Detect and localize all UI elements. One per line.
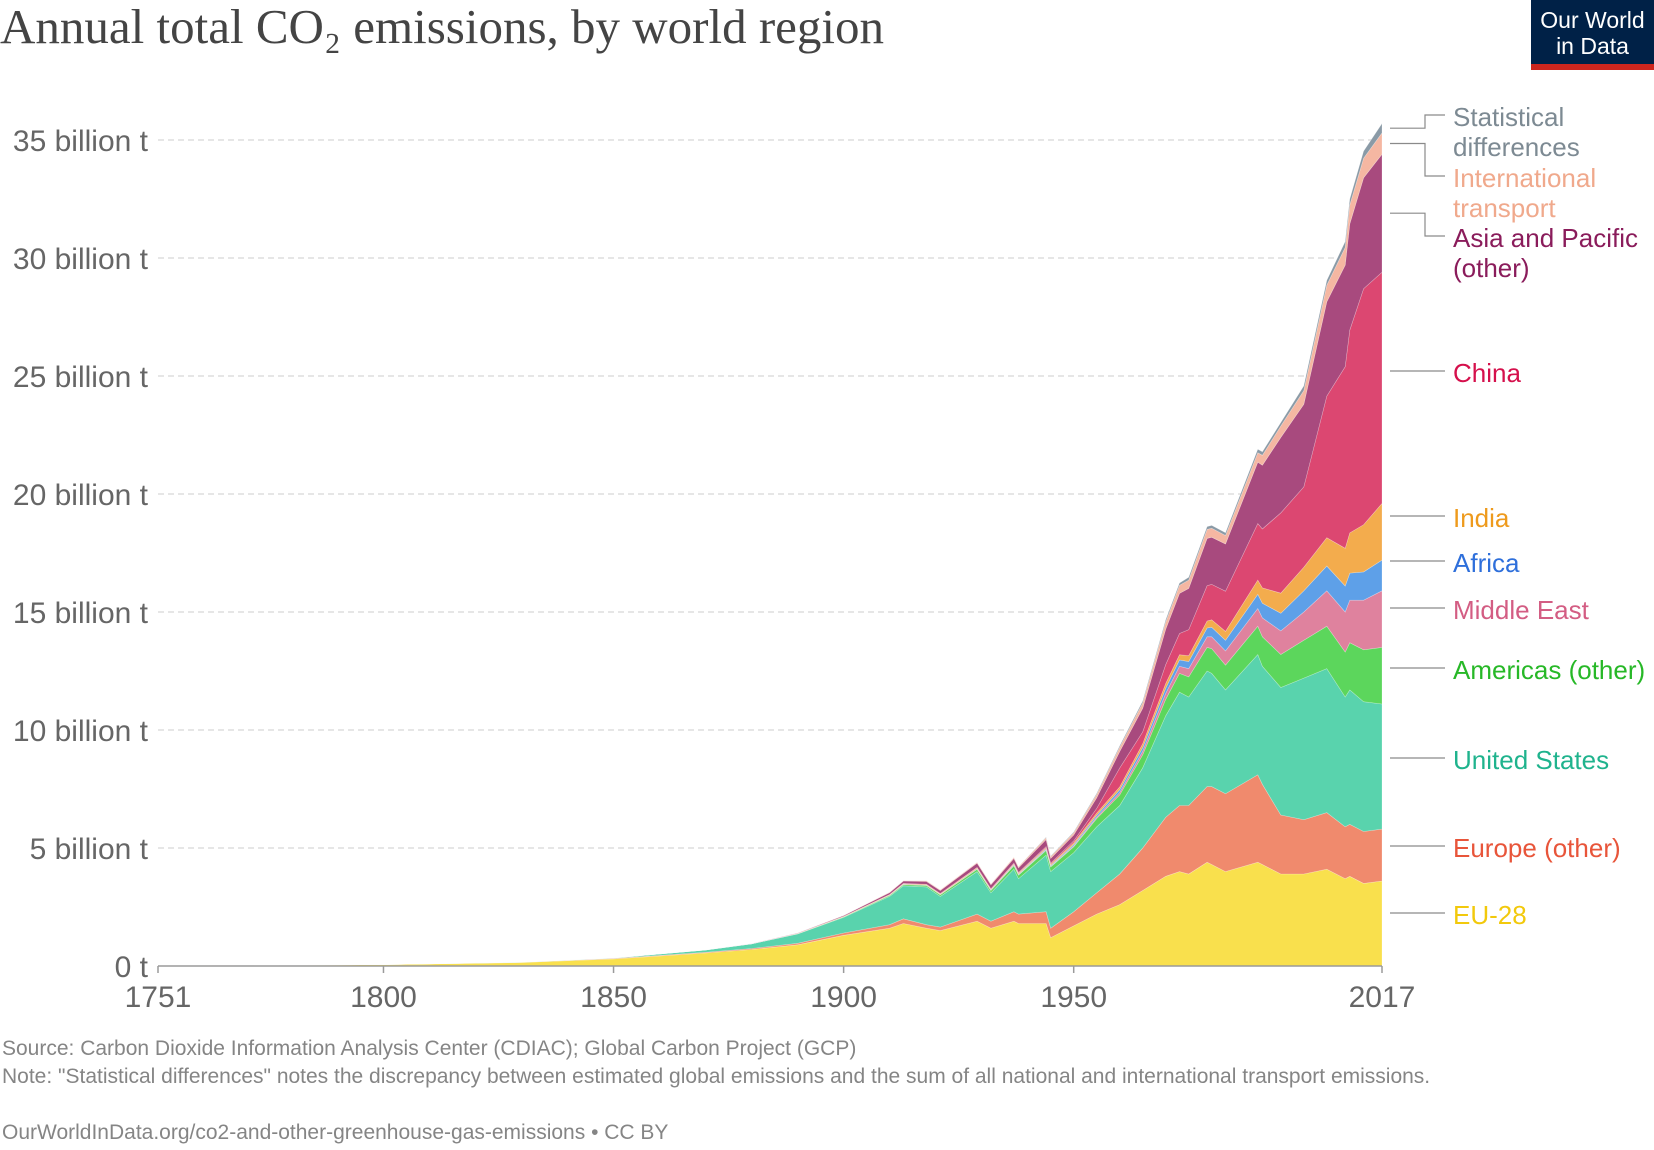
area-statistical-differences — [157, 122, 1383, 967]
series-label: United States — [1453, 745, 1609, 775]
series-label: International — [1453, 163, 1596, 193]
series-label: Europe (other) — [1453, 833, 1621, 863]
x-tick-label: 1900 — [810, 981, 877, 1014]
label-connector — [1390, 212, 1445, 237]
series-label: India — [1453, 503, 1510, 533]
y-tick-label: 0 t — [115, 951, 149, 984]
y-tick-label: 35 billion t — [13, 125, 149, 158]
series-label: EU-28 — [1453, 900, 1527, 930]
x-tick-label: 1751 — [125, 981, 192, 1014]
series-label: Middle East — [1453, 595, 1590, 625]
logo-line-2: in Data — [1556, 33, 1629, 59]
x-tick-label: 2017 — [1349, 981, 1416, 1014]
logo-line-1: Our World — [1540, 7, 1645, 33]
y-tick-label: 20 billion t — [13, 479, 149, 512]
area-international-transport — [157, 131, 1383, 967]
label-connector — [1390, 114, 1445, 129]
source-note: Source: Carbon Dioxide Information Analy… — [2, 1037, 857, 1060]
series-label: (other) — [1453, 253, 1530, 283]
url-line[interactable]: OurWorldInData.org/co2-and-other-greenho… — [2, 1121, 669, 1144]
chart-title: Annual total CO₂ emissions, by world reg… — [0, 0, 885, 54]
series-label: Americas (other) — [1453, 655, 1645, 685]
series-label: transport — [1453, 193, 1556, 223]
series-label: Asia and Pacific — [1453, 223, 1638, 253]
y-tick-label: 10 billion t — [13, 715, 149, 748]
footnote: Note: "Statistical differences" notes th… — [2, 1065, 1431, 1088]
series-label: Statistical — [1453, 102, 1564, 132]
stacked-area-chart: 0 t 5 billion t 10 billion t 15 billion t 20… — [13, 102, 1645, 1014]
x-tick-label: 1850 — [580, 981, 647, 1014]
area-eu-28 — [157, 861, 1383, 967]
label-connector — [1390, 142, 1445, 177]
owid-logo[interactable]: Our World in Data — [1531, 0, 1654, 70]
x-tick-label: 1800 — [350, 981, 417, 1014]
y-tick-label: 30 billion t — [13, 243, 149, 276]
x-tick-label: 1950 — [1040, 981, 1107, 1014]
y-tick-label: 15 billion t — [13, 597, 149, 630]
series-label: differences — [1453, 132, 1580, 162]
y-tick-label: 25 billion t — [13, 361, 149, 394]
y-tick-label: 5 billion t — [30, 833, 149, 866]
series-label: China — [1453, 358, 1521, 388]
series-label: Africa — [1453, 548, 1520, 578]
